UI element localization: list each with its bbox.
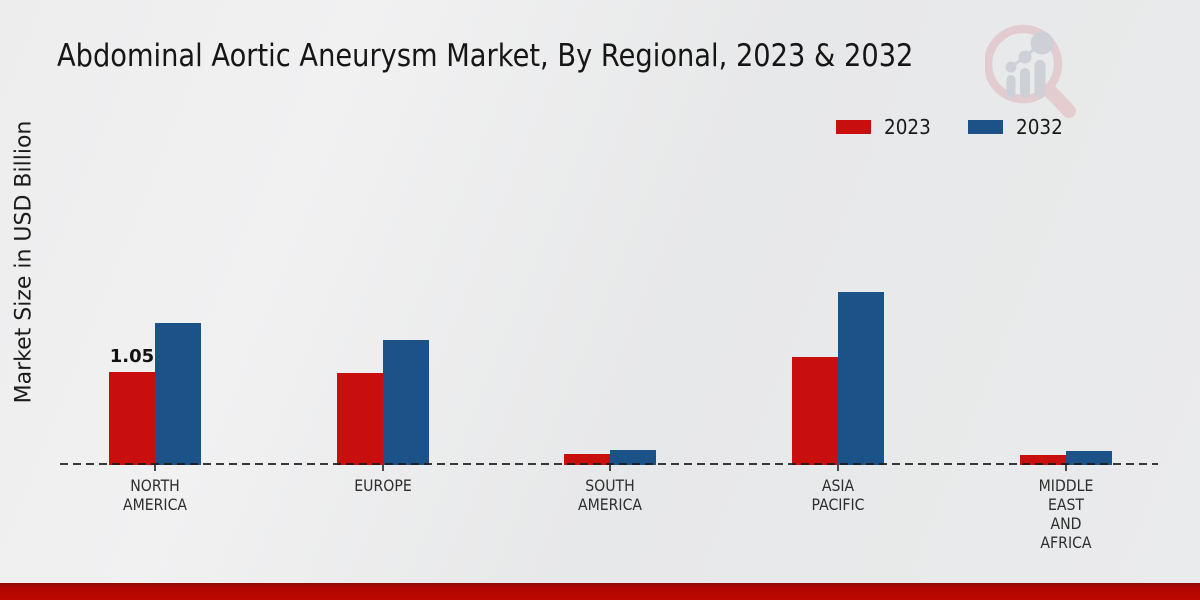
legend: 2023 2032 <box>836 115 1067 139</box>
x-axis-category-label: ASIA PACIFIC <box>811 476 865 514</box>
bar-figure-3 <box>1034 60 1046 98</box>
bar-2032-category-3[interactable] <box>838 292 885 465</box>
bar-2023-category-3[interactable] <box>792 357 839 465</box>
x-axis-tick <box>837 465 840 471</box>
bar-2032-category-2[interactable] <box>610 449 657 465</box>
legend-swatch-2023 <box>836 120 871 134</box>
bar-figure-2-head <box>1018 50 1032 64</box>
x-axis-category-label: MIDDLE EAST AND AFRICA <box>1038 476 1094 552</box>
bar-figure-3-head <box>1030 31 1054 55</box>
bar-2032-category-0[interactable] <box>155 322 201 465</box>
legend-item-2032[interactable]: 2032 <box>967 115 1067 139</box>
bar-figure-1 <box>1006 75 1016 98</box>
x-axis-category-label: EUROPE <box>353 476 412 495</box>
x-axis-category-label: NORTH AMERICA <box>122 476 188 514</box>
bottom-accent-bar <box>0 583 1200 600</box>
bar-2023-category-0[interactable] <box>109 371 155 465</box>
legend-swatch-2032 <box>967 120 1003 134</box>
chart-title: Abdominal Aortic Aneurysm Market, By Reg… <box>57 38 914 74</box>
legend-item-2023[interactable]: 2023 <box>836 115 935 139</box>
x-axis-tick <box>1064 465 1067 471</box>
bar-figure-1-head <box>1005 61 1017 73</box>
x-axis-tick <box>154 465 156 471</box>
bar-2023-category-4[interactable] <box>1019 455 1066 465</box>
bar-2032-category-1[interactable] <box>382 340 429 465</box>
bar-2023-category-1[interactable] <box>336 373 383 465</box>
bar-2023-category-2[interactable] <box>564 454 611 465</box>
bar-2032-category-4[interactable] <box>1065 450 1112 465</box>
magnifier-handle <box>1042 83 1076 118</box>
x-axis-category-label: SOUTH AMERICA <box>578 476 643 514</box>
x-axis-tick <box>609 465 612 471</box>
bar-value-label: 1.05 <box>109 345 155 367</box>
legend-label-2032: 2032 <box>1015 115 1063 139</box>
legend-label-2023: 2023 <box>884 115 931 139</box>
magnifier-ring <box>985 24 1063 104</box>
magnifier-chart-watermark-logo <box>985 24 1076 118</box>
x-axis-tick <box>381 465 384 471</box>
bar-figure-2 <box>1020 68 1030 98</box>
x-axis-baseline <box>60 463 1158 465</box>
